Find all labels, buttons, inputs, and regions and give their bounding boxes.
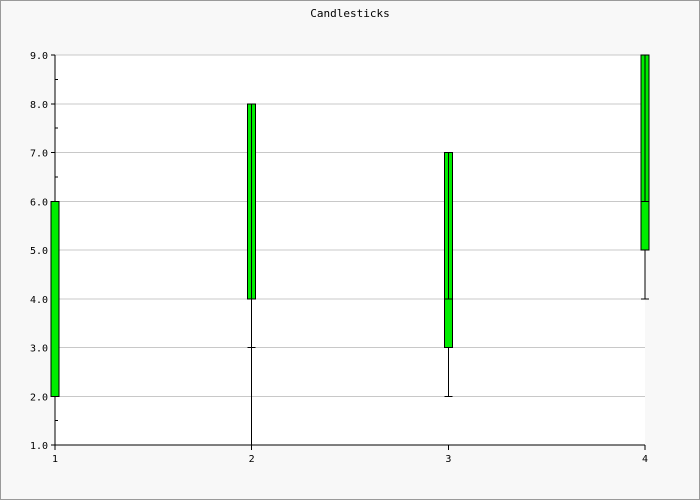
y-tick-label: 5.0 [30,246,48,257]
y-tick-label: 1.0 [30,441,48,452]
x-tick-label: 3 [445,454,451,465]
y-tick-label: 4.0 [30,295,48,306]
y-tick-label: 9.0 [30,51,48,62]
y-tick-label: 6.0 [30,197,48,208]
y-tick-label: 7.0 [30,149,48,160]
x-tick-label: 1 [52,454,58,465]
chart-title: Candlesticks [310,7,389,20]
y-tick-label: 8.0 [30,100,48,111]
x-tick-label: 4 [642,454,648,465]
x-tick-label: 2 [249,454,255,465]
y-tick-label: 3.0 [30,344,48,355]
y-tick-label: 2.0 [30,392,48,403]
candle-body [51,201,59,396]
